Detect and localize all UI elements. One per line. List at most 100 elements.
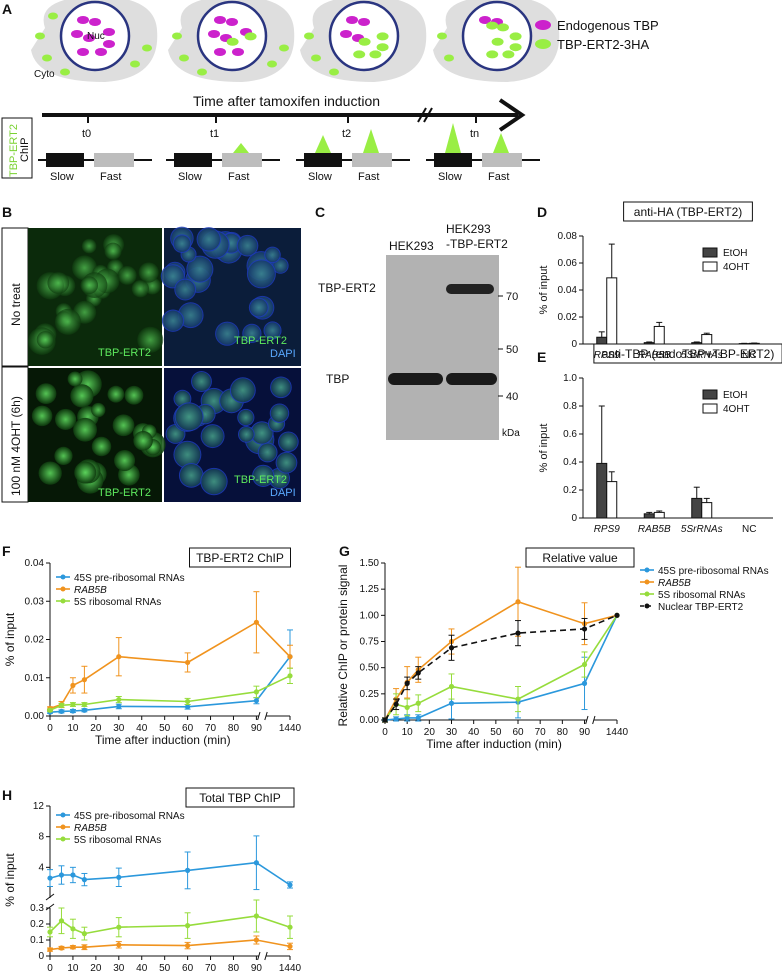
chart-h-y-tick-label: 0.1 <box>30 935 44 946</box>
cell-signal <box>39 461 62 484</box>
chart-g-point-5s-ribosomal-rnas <box>405 705 410 710</box>
chart-f-legend-45s-pre-ribosomal-rnas: 45S pre-ribosomal RNAs <box>74 573 185 584</box>
chart-g-legend-marker <box>645 592 650 597</box>
chart-h-legend-marker <box>61 825 66 830</box>
chart-h-point-45s-pre-ribosomal-rnas <box>70 872 75 877</box>
cell-signal <box>91 403 105 417</box>
chart-f-point-rab5b <box>116 654 121 659</box>
chart-g-y-tick-label: 0.00 <box>360 715 380 726</box>
label-merge-dapi-1: DAPI <box>270 348 296 360</box>
chart-g-x-tick-label: 90 <box>579 727 591 738</box>
chart-d-y-label: % of input <box>538 266 550 315</box>
chart-f-point-rab5b <box>70 683 75 688</box>
chart-f-y-tick-label: 0.01 <box>25 673 45 684</box>
cell-signal <box>231 378 255 402</box>
ert2-dot <box>179 55 189 62</box>
cell-signal <box>250 299 268 317</box>
chart-e-bar-4oht-rab5b <box>654 512 664 518</box>
chart-f-y-label: % of input <box>3 612 17 666</box>
ert2-dot <box>502 50 514 58</box>
ert2-dot <box>369 50 381 58</box>
cell-signal <box>239 427 254 442</box>
cell-signal <box>125 386 144 405</box>
chart-h-legend-45s-pre-ribosomal-rnas: 45S pre-ribosomal RNAs <box>74 811 185 822</box>
timepoint-label-t1: t1 <box>210 128 219 140</box>
chart-g-point-rab5b <box>515 599 520 604</box>
chart-h-y-tick-label: 4 <box>38 862 44 873</box>
band-tbp-ert2 <box>446 284 494 294</box>
endogenous-tbp-swatch <box>535 20 551 30</box>
cell-signal <box>104 243 121 260</box>
cell-signal <box>202 425 224 447</box>
endogenous-tbp-dot <box>95 48 107 56</box>
chart-f-point-5s-ribosomal-rnas <box>82 702 87 707</box>
chart-h-line-5s-ribosomal-rnas <box>50 916 290 934</box>
chart-h-legend-5s-ribosomal-rnas: 5S ribosomal RNAs <box>74 835 161 846</box>
chart-f-y-tick-label: 0.02 <box>25 635 45 646</box>
label-nuc: Nuc <box>87 31 105 42</box>
cell-signal <box>92 437 111 456</box>
cell-signal <box>113 414 135 436</box>
chart-f-point-rab5b <box>82 677 87 682</box>
chart-h-point-45s-pre-ribosomal-rnas <box>116 875 121 880</box>
chart-h-title: Total TBP ChIP <box>199 791 281 805</box>
ert2-dot <box>227 38 239 46</box>
chart-g-point-45s-pre-ribosomal-rnas <box>416 715 421 720</box>
slow-label: Slow <box>438 171 462 183</box>
chart-f-legend-marker <box>61 599 66 604</box>
chart-f-point-5s-ribosomal-rnas <box>70 702 75 707</box>
cell-signal <box>133 431 153 451</box>
chart-e-y-label: % of input <box>538 424 550 473</box>
chart-h-point-rab5b <box>82 945 87 950</box>
chart-g-y-tick-label: 1.50 <box>360 558 380 569</box>
ert2-dot <box>172 33 182 40</box>
ert2-dot <box>444 55 454 62</box>
slow-peak <box>445 123 461 153</box>
cell-signal <box>279 432 298 451</box>
chart-e-category-nc: NC <box>742 524 756 535</box>
chart-e-y-tick-label: 0.2 <box>563 485 577 496</box>
chart-e-y-tick-label: 0.8 <box>563 401 577 412</box>
fast-peak <box>493 133 509 153</box>
ert2-dot <box>377 43 389 51</box>
slow-label: Slow <box>178 171 202 183</box>
fast-gene-box <box>94 153 134 167</box>
chart-h-point-45s-pre-ribosomal-rnas <box>254 860 259 865</box>
ert2-dot <box>279 45 289 52</box>
cell-signal <box>73 418 97 442</box>
chart-f-point-45s-pre-ribosomal-rnas <box>70 708 75 713</box>
chart-g-legend-marker <box>645 604 650 609</box>
chart-d-legend-swatch <box>703 248 717 257</box>
chart-f-legend-marker <box>61 587 66 592</box>
chart-h-point-45s-pre-ribosomal-rnas <box>287 882 292 887</box>
ert2-dot <box>497 23 509 31</box>
chart-e-bar-etoh-5srrnas <box>692 498 702 518</box>
chart-e-y-tick-label: 0 <box>571 513 577 524</box>
chart-g-point-nuclear-tbp-ert2 <box>382 717 387 722</box>
cell-signal <box>174 235 191 252</box>
chart-d-legend-swatch <box>703 262 717 271</box>
chart-h-x-tick-label: 90 <box>251 963 263 972</box>
label-cyto: Cyto <box>34 69 55 80</box>
chart-g-point-nuclear-tbp-ert2 <box>405 681 410 686</box>
chart-f-point-5s-ribosomal-rnas <box>116 697 121 702</box>
chart-f-point-rab5b <box>254 620 259 625</box>
chart-h-y-tick-label: 8 <box>38 832 44 843</box>
endogenous-tbp-dot <box>214 16 226 24</box>
western-blot: HEK293 HEK293 -TBP-ERT2 TBP-ERT2 TBP 70 … <box>318 222 520 440</box>
cell-signal <box>32 406 53 427</box>
chart-d-y-tick-label: 0.06 <box>558 258 578 269</box>
chart-g-title: Relative value <box>542 551 618 565</box>
chart-g-y-tick-label: 1.25 <box>360 584 380 595</box>
band-label-tbp-ert2: TBP-ERT2 <box>318 281 376 295</box>
chart-f-point-45s-pre-ribosomal-rnas <box>116 704 121 709</box>
chart-g-legend-nuclear-tbp-ert2: Nuclear TBP-ERT2 <box>658 602 744 613</box>
fast-gene-box <box>482 153 522 167</box>
ert2-dot <box>42 55 52 62</box>
chart-d-y-tick-label: 0.02 <box>558 312 578 323</box>
chart-d-y-tick-label: 0.08 <box>558 231 578 242</box>
ert2-dot <box>486 50 498 58</box>
fast-peak <box>233 143 249 153</box>
